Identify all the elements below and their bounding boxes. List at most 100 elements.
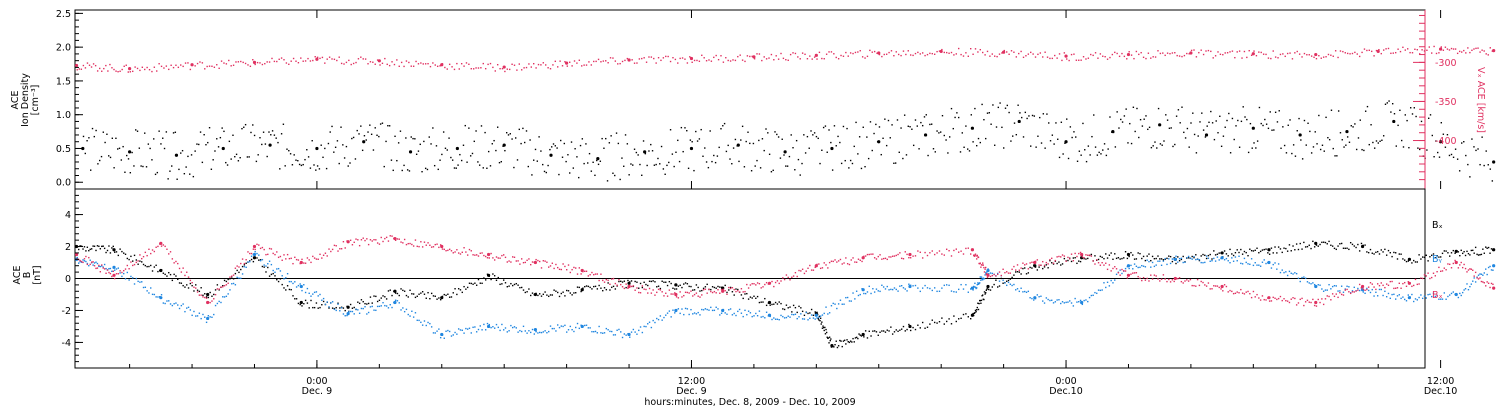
density-trace-dot [86, 140, 88, 142]
by-point-1-21 [1033, 296, 1037, 300]
density-trace-dot [909, 126, 911, 128]
density-trace-dot [1289, 119, 1291, 121]
bx-trace-dot [504, 282, 507, 284]
bottom-ytick-label-4: 4 [65, 210, 71, 221]
bz-trace-dot [717, 289, 719, 291]
bz-trace-dot [1467, 269, 1470, 271]
bx-trace-dot [919, 327, 921, 329]
bz-trace-dot [351, 244, 354, 246]
velocity-trace-dot [362, 58, 364, 60]
by-trace-dot [412, 316, 415, 318]
bx-trace-dot [522, 289, 525, 291]
density-trace-dot [885, 144, 888, 147]
bz-trace-dot [1195, 285, 1197, 287]
bx-trace-dot [611, 286, 613, 289]
velocity-trace-dot [117, 70, 119, 73]
by-trace-dot [1133, 263, 1136, 265]
density-trace-dot [201, 161, 204, 164]
by-trace-dot [618, 328, 620, 331]
density-trace-dot [304, 158, 306, 161]
by-trace-dot [566, 331, 568, 333]
bx-trace-dot [679, 284, 681, 286]
bx-trace-dot [169, 273, 172, 276]
velocity-trace-dot [1183, 54, 1186, 57]
density-trace-dot [464, 124, 466, 127]
bx-trace-dot [461, 291, 463, 294]
velocity-trace-dot [448, 63, 451, 66]
density-trace-dot [1467, 163, 1469, 166]
density-trace-dot [153, 138, 155, 140]
bz-trace-dot [528, 258, 530, 260]
density-trace-dot [1309, 130, 1311, 133]
bz-trace-dot [1376, 283, 1379, 285]
by-trace-dot [315, 291, 318, 293]
by-trace-dot [207, 315, 210, 317]
bz-trace-dot [1306, 299, 1309, 302]
bz-trace-dot [1229, 289, 1231, 292]
bx-trace-dot [508, 285, 510, 287]
bx-trace-dot [1231, 253, 1233, 255]
by-trace-dot [562, 325, 564, 328]
by-trace-dot [936, 290, 938, 293]
by-trace-dot [976, 283, 979, 286]
density-trace-dot [1091, 135, 1093, 138]
density-trace-dot [741, 125, 744, 128]
bx-point-0-21 [986, 284, 990, 289]
bz-trace-dot [1015, 269, 1017, 271]
bz-trace-dot [411, 243, 413, 246]
density-trace-dot [669, 129, 672, 131]
by-trace-dot [1024, 290, 1026, 293]
density-trace-dot [1406, 119, 1408, 122]
density-trace-dot [702, 155, 704, 157]
velocity-trace-dot [364, 58, 367, 60]
by-trace-dot [756, 315, 759, 317]
bx-trace-dot [789, 306, 791, 308]
by-trace-dot [1047, 298, 1049, 301]
bz-trace-dot [1090, 255, 1093, 257]
bx-trace-dot [798, 305, 800, 308]
bz-trace-dot [967, 247, 969, 249]
density-trace-dot [948, 136, 951, 138]
density-trace-dot [594, 174, 596, 177]
density-trace-dot [837, 135, 839, 138]
bx-trace-dot [1393, 251, 1395, 254]
by-trace-dot [317, 295, 319, 297]
by-trace-dot [1193, 255, 1195, 258]
by-trace-dot [200, 317, 202, 320]
bx-trace-dot [272, 272, 274, 275]
by-trace-dot [1286, 274, 1289, 277]
bx-trace-dot [1423, 256, 1426, 259]
bz-trace-dot [1434, 275, 1437, 277]
velocity-trace-dot [1270, 57, 1272, 60]
bx-trace-dot [1240, 248, 1242, 251]
bx-trace-dot [1250, 249, 1253, 252]
bx-trace-dot [1441, 252, 1444, 255]
bx-trace-dot [1094, 255, 1096, 257]
density-trace-dot [136, 130, 139, 132]
density-trace-dot [289, 153, 292, 155]
by-trace-dot [520, 330, 523, 333]
bx-trace-dot [412, 293, 415, 295]
by-trace-dot [1459, 292, 1461, 295]
bx-trace-dot [520, 286, 523, 289]
bz-trace-dot [105, 272, 107, 275]
by-trace-dot [1137, 266, 1139, 269]
bx-trace-dot [396, 292, 399, 295]
bz-trace-dot [1112, 267, 1114, 270]
density-trace-dot [918, 148, 920, 150]
bz-trace-dot [647, 292, 649, 294]
density-trace-dot [677, 139, 679, 142]
by-trace-dot [270, 263, 273, 266]
density-trace-dot [349, 162, 351, 164]
density-trace-dot [1312, 146, 1315, 148]
velocity-point-1-20 [1314, 52, 1318, 57]
bz-trace-dot [1391, 280, 1393, 283]
velocity-trace-dot [984, 54, 986, 56]
by-trace-dot [285, 277, 287, 279]
by-trace-dot [443, 337, 445, 339]
bz-trace-dot [1088, 254, 1091, 256]
by-trace-dot [202, 313, 204, 316]
velocity-trace-dot [653, 57, 655, 60]
bz-trace-dot [1241, 292, 1244, 294]
by-trace-dot [1256, 264, 1258, 266]
